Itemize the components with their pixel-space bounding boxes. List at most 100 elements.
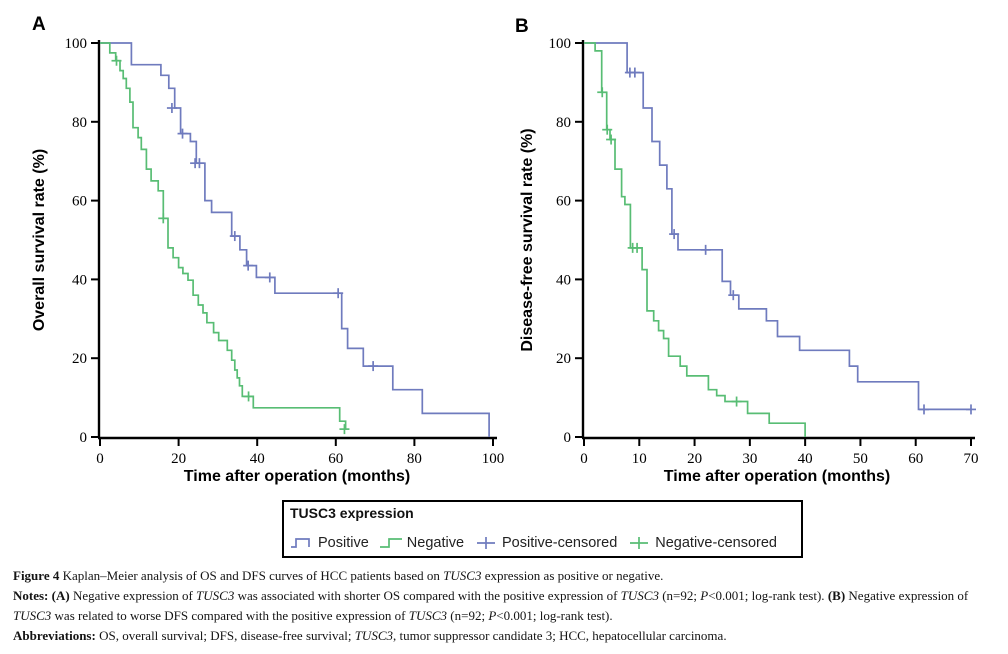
censor-mark-positive-censored <box>333 288 344 299</box>
censor-mark-positive-censored <box>264 272 275 283</box>
caption-text-run: P <box>700 588 709 603</box>
caption-text-run: Abbreviations: <box>13 628 96 643</box>
caption-text-run: Kaplan–Meier analysis of OS and DFS curv… <box>62 568 444 583</box>
survival-curve-positive <box>584 42 971 411</box>
legend-item-negative-censored: Negative-censored <box>627 535 777 551</box>
panel-b-x-axis-title: Time after operation (months) <box>663 468 891 485</box>
x-tick-label: 20 <box>687 451 702 467</box>
caption-text-run: (A) <box>51 588 70 603</box>
y-tick-label: 40 <box>556 272 571 288</box>
survival-curve-negative <box>100 42 347 430</box>
x-tick-label: 80 <box>407 451 422 467</box>
step-negative-icon <box>379 538 402 548</box>
step-positive-glyph <box>291 538 310 548</box>
x-tick-label: 60 <box>908 451 923 467</box>
caption-text-run: TUSC3 <box>408 608 448 623</box>
x-tick-label: 10 <box>632 451 647 467</box>
panel-b-y-axis-title: Disease-free survival rate (%) <box>519 128 536 352</box>
censor-mark-positive-censored <box>700 244 711 255</box>
censor-mark-negative-censored <box>602 124 613 135</box>
legend-item-positive: Positive <box>290 535 369 551</box>
survival-curve-positive <box>100 42 490 437</box>
censor-mark-positive-censored <box>243 260 254 271</box>
censor-mark-positive-censored <box>728 290 739 301</box>
y-tick-label: 40 <box>72 272 87 288</box>
caption-text-run: TUSC3 <box>13 608 52 623</box>
y-tick-label: 100 <box>65 36 88 52</box>
panel-a-chart: 0 20 40 60 80 100 0 20 40 60 80 100 <box>65 36 505 467</box>
caption-text-run: TUSC3 <box>196 588 235 603</box>
y-tick-label: 60 <box>556 194 571 210</box>
plus-icon <box>477 537 496 549</box>
plus-glyph <box>630 537 649 549</box>
caption-text-run: P <box>488 608 497 623</box>
caption-text-run: (n=92; <box>447 608 489 623</box>
plus-glyph <box>477 537 496 549</box>
plus-icon <box>630 537 649 549</box>
x-tick-label: 0 <box>580 451 588 467</box>
legend-item-positive-censored: Positive-censored <box>474 535 617 551</box>
x-tick-label: 70 <box>964 451 979 467</box>
x-tick-label: 40 <box>250 451 265 467</box>
legend-item-negative: Negative <box>379 535 464 551</box>
censor-mark-positive-censored <box>966 404 976 415</box>
legend-item-label: Negative-censored <box>655 535 777 551</box>
censor-mark-positive-censored <box>368 361 379 372</box>
caption-text-run: <0.001; log-rank test). <box>496 608 613 623</box>
legend-item-label: Positive <box>318 535 369 551</box>
figure-caption: Figure 4 Kaplan–Meier analysis of OS and… <box>13 566 995 646</box>
caption-text-run: Notes: <box>13 588 49 603</box>
censor-mark-positive-censored <box>669 229 680 240</box>
caption-text-run: (n=92; <box>658 588 701 603</box>
censor-mark-negative-censored <box>632 242 643 253</box>
x-tick-label: 40 <box>798 451 813 467</box>
caption-text-run: (B) <box>827 588 846 603</box>
panel-b-label: B <box>515 16 529 37</box>
caption-text-run: Negative expression of <box>845 588 969 603</box>
censor-mark-positive-censored <box>919 404 930 415</box>
y-tick-label: 20 <box>556 351 571 367</box>
survival-curve-negative <box>584 42 806 437</box>
caption-line-1: Figure 4 Kaplan–Meier analysis of OS and… <box>13 566 995 586</box>
x-tick-label: 60 <box>328 451 343 467</box>
panel-a-label: A <box>32 14 46 35</box>
caption-text-run: Figure 4 <box>13 568 63 583</box>
x-tick-label: 30 <box>742 451 757 467</box>
censor-mark-negative-censored <box>731 396 742 407</box>
panel-b-chart: 0 10 20 30 40 50 60 70 0 20 40 60 80 100 <box>549 36 979 467</box>
censor-mark-positive-censored <box>629 67 640 78</box>
legend-title: TUSC3 expression <box>290 505 414 521</box>
y-tick-label: 20 <box>72 351 87 367</box>
step-negative-glyph <box>379 538 402 548</box>
legend-item-label: Positive-censored <box>502 535 618 551</box>
censor-mark-negative-censored <box>597 87 608 98</box>
x-tick-label: 20 <box>171 451 186 467</box>
y-tick-label: 0 <box>564 430 572 446</box>
caption-text-run: Negative expression of <box>69 588 197 603</box>
y-tick-label: 80 <box>72 115 87 131</box>
censor-mark-negative-censored <box>243 391 254 402</box>
y-tick-label: 80 <box>556 115 571 131</box>
panel-a-y-axis-title: Overall survival rate (%) <box>31 148 48 332</box>
censor-mark-negative-censored <box>111 55 122 66</box>
y-tick-label: 100 <box>549 36 572 52</box>
x-tick-label: 0 <box>96 451 104 467</box>
caption-line-2: Notes: (A) Negative expression of TUSC3 … <box>13 586 995 626</box>
censor-mark-negative-censored <box>606 134 617 145</box>
censor-mark-positive-censored <box>229 231 240 242</box>
caption-text-run: TUSC3 <box>620 588 659 603</box>
caption-text-run: TUSC3 <box>443 568 482 583</box>
caption-line-3: Abbreviations: OS, overall survival; DFS… <box>13 626 995 646</box>
x-tick-label: 50 <box>853 451 868 467</box>
censor-mark-positive-censored <box>194 158 205 169</box>
caption-text-run: expression as positive or negative. <box>481 568 664 583</box>
caption-text-run: <0.001; log-rank test). <box>708 588 828 603</box>
censor-mark-positive-censored <box>177 128 188 139</box>
censor-mark-positive-censored <box>166 103 177 114</box>
caption-text-run: was related to worse DFS compared with t… <box>51 608 409 623</box>
x-tick-label: 100 <box>482 451 504 467</box>
legend-items: Positive Negative Positive-censored Negativ… <box>290 535 795 553</box>
caption-text-run: was associated with shorter OS compared … <box>234 588 621 603</box>
y-tick-label: 0 <box>80 430 88 446</box>
